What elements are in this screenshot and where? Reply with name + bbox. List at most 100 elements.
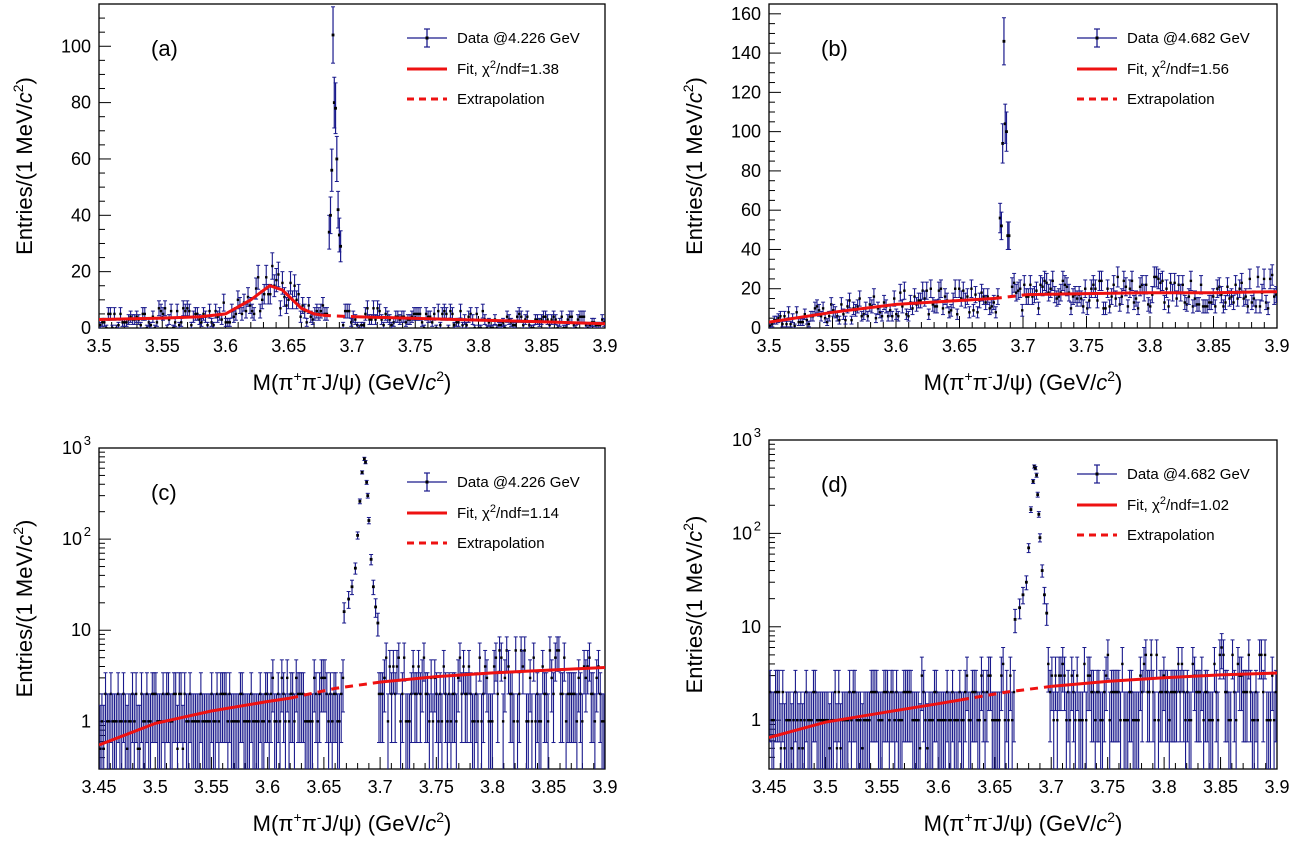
data-point	[172, 692, 176, 696]
x-tick-label: 3.45	[751, 777, 786, 797]
data-point	[823, 316, 827, 320]
data-point	[1077, 718, 1081, 722]
data-point	[826, 718, 830, 722]
data-point	[1150, 653, 1153, 657]
data-point	[1115, 690, 1119, 694]
data-point	[111, 720, 114, 723]
data-point	[1218, 285, 1221, 288]
data-point	[278, 720, 282, 723]
data-point	[900, 718, 904, 722]
data-point	[1086, 674, 1090, 677]
data-point	[1000, 674, 1003, 677]
data-point	[273, 720, 276, 723]
data-point	[572, 323, 576, 327]
data-point	[1162, 674, 1166, 677]
data-point	[823, 718, 826, 722]
data-point	[819, 718, 822, 722]
data-point	[1203, 305, 1207, 308]
data-point	[1138, 285, 1142, 288]
data-point	[1094, 718, 1097, 722]
data-point	[927, 313, 930, 316]
x-tick-label: 3.5	[756, 336, 781, 356]
peak-point	[369, 557, 373, 561]
data-point	[395, 665, 399, 668]
data-point	[962, 718, 965, 722]
data-point	[1110, 690, 1113, 694]
data-point	[546, 720, 550, 723]
data-point	[793, 324, 796, 328]
data-point	[897, 315, 900, 318]
data-point	[340, 692, 343, 696]
y-tick-label: 20	[741, 279, 761, 299]
data-point	[149, 323, 153, 327]
peak-point	[367, 519, 371, 522]
data-point	[311, 720, 314, 723]
data-point	[449, 309, 452, 313]
x-tick-label: 3.55	[864, 777, 899, 797]
data-point	[480, 720, 483, 723]
peak-point	[339, 244, 343, 248]
data-point	[185, 720, 188, 723]
peak-point	[1021, 593, 1025, 597]
data-point	[1252, 297, 1256, 300]
peak-point	[1038, 536, 1042, 540]
data-point	[890, 315, 894, 318]
data-point	[1157, 277, 1160, 281]
data-point	[1226, 285, 1229, 288]
data-point	[880, 315, 884, 318]
data-point	[489, 720, 492, 723]
data-point	[1051, 279, 1054, 283]
fit-curve	[769, 297, 994, 324]
data-point	[477, 326, 480, 328]
peak-point	[1034, 466, 1037, 470]
data-point	[933, 690, 936, 694]
data-point	[1112, 690, 1115, 694]
data-point	[295, 298, 298, 302]
data-point	[212, 323, 215, 327]
data-point	[566, 318, 570, 321]
data-point	[1181, 283, 1184, 286]
data-point	[911, 307, 914, 310]
data-point	[255, 720, 258, 723]
data-point	[392, 321, 395, 324]
data-point	[560, 315, 563, 318]
data-point	[860, 315, 863, 318]
data-point	[1209, 718, 1213, 722]
data-point	[944, 718, 947, 722]
data-point	[943, 295, 947, 298]
data-point	[1059, 674, 1063, 677]
data-point	[446, 720, 449, 723]
data-point	[149, 720, 152, 723]
data-point	[821, 718, 824, 722]
data-point	[969, 718, 972, 722]
data-point	[1169, 690, 1173, 694]
data-point	[485, 676, 489, 680]
data-point	[1173, 690, 1176, 694]
data-point	[416, 312, 420, 316]
y-tick-label: 100	[731, 122, 761, 142]
peak-point	[371, 585, 375, 589]
data-point	[803, 313, 807, 316]
data-point	[1159, 690, 1162, 694]
data-point	[1079, 297, 1083, 300]
data-point	[1189, 718, 1193, 722]
data-point	[1035, 289, 1038, 292]
data-point	[497, 323, 501, 327]
data-point	[1075, 297, 1079, 300]
data-point	[316, 720, 320, 723]
data-point	[825, 320, 829, 324]
y-tick-label: 10	[62, 529, 82, 549]
data-point	[271, 264, 274, 268]
data-point	[374, 318, 377, 321]
data-point	[524, 318, 527, 321]
data-point	[801, 747, 804, 750]
data-point	[221, 692, 224, 696]
data-point	[982, 295, 985, 298]
data-point	[368, 318, 371, 321]
data-point	[153, 326, 157, 328]
data-point	[406, 720, 409, 723]
peak-point	[1007, 234, 1011, 238]
data-point	[1256, 718, 1260, 722]
data-point	[336, 720, 339, 723]
x-tick-label: 3.8	[1137, 336, 1162, 356]
